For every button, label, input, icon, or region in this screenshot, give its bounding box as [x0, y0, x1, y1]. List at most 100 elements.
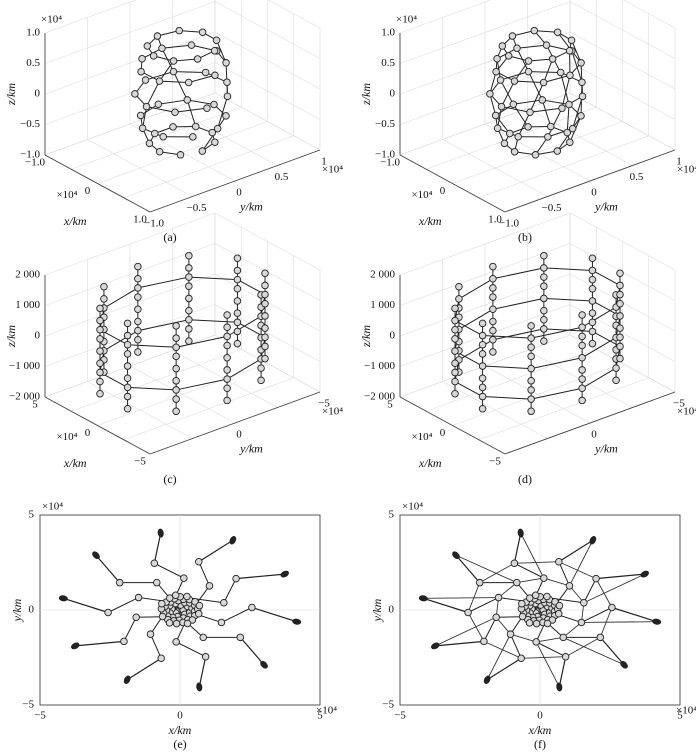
edge [566, 104, 570, 133]
node [451, 325, 459, 334]
node [176, 151, 185, 159]
edge [467, 582, 481, 613]
edge [501, 106, 531, 113]
node [138, 124, 147, 133]
grid-line [214, 92, 321, 151]
edge [423, 597, 499, 599]
edge [174, 107, 208, 113]
grid-line [484, 365, 591, 424]
edge [188, 74, 216, 84]
node [151, 129, 159, 138]
edge [528, 71, 543, 101]
node [172, 364, 180, 373]
node [578, 353, 586, 362]
node [185, 251, 193, 260]
text-label: 0 [440, 185, 446, 197]
text-label: 1 [676, 156, 682, 168]
grid-line [569, 212, 676, 271]
node [527, 395, 535, 403]
edge [198, 561, 210, 587]
node [478, 350, 487, 358]
node [565, 47, 574, 55]
edge [541, 99, 552, 127]
satellite [196, 682, 203, 692]
node [257, 364, 265, 372]
node [134, 317, 142, 326]
node [175, 26, 183, 35]
node [233, 297, 242, 305]
node [96, 347, 104, 355]
node [150, 559, 159, 568]
text-label: x/km [418, 214, 442, 228]
node [233, 254, 242, 263]
node [540, 251, 548, 260]
grid-line [44, 0, 137, 34]
edge [63, 597, 109, 614]
node [142, 102, 151, 111]
edge [595, 578, 613, 608]
node [578, 366, 586, 374]
node [180, 574, 188, 582]
node [451, 335, 459, 343]
grid-line [622, 0, 676, 29]
node [588, 327, 597, 336]
node [578, 311, 586, 319]
node [261, 299, 269, 308]
node [480, 637, 488, 646]
edge [175, 641, 206, 658]
satellite [157, 528, 164, 538]
text-label: ×10⁴ [396, 14, 417, 26]
node [588, 254, 597, 263]
node [540, 282, 548, 290]
text-label: 0 [177, 710, 183, 722]
text-label: z/km [4, 325, 18, 348]
node [223, 92, 232, 101]
node [451, 377, 459, 386]
grid-line [123, 135, 294, 199]
satellite [229, 536, 237, 545]
edge [492, 267, 544, 280]
node [489, 275, 497, 283]
node [489, 336, 497, 344]
node [185, 264, 193, 272]
text-label: 0 [390, 88, 396, 100]
edge [558, 561, 597, 580]
edge [188, 276, 238, 281]
node [543, 592, 551, 601]
node [543, 619, 552, 628]
grid-line [214, 212, 321, 271]
node [261, 312, 269, 320]
text-label: ×10⁴ [56, 431, 77, 443]
text-label: −1.0 [375, 149, 395, 161]
node [158, 612, 167, 621]
edge [173, 71, 206, 73]
edge [561, 95, 583, 109]
node [568, 124, 577, 133]
node [134, 262, 142, 271]
text-label: z/km [359, 83, 373, 106]
edge [221, 607, 253, 623]
node [187, 41, 196, 49]
node [517, 654, 525, 663]
node [565, 100, 573, 109]
text-label: 0 [35, 330, 41, 342]
edge [498, 582, 518, 598]
satellite [260, 660, 268, 669]
edge [571, 50, 583, 83]
node [526, 108, 534, 116]
node [134, 593, 143, 602]
node [542, 41, 551, 49]
edge [531, 357, 583, 370]
node [518, 612, 527, 621]
text-label: ×10⁴ [402, 501, 423, 513]
node [212, 36, 221, 44]
node [96, 335, 104, 343]
node [478, 404, 487, 413]
text-label: (a) [163, 230, 176, 244]
node [138, 54, 146, 63]
node [489, 317, 497, 326]
edge [435, 640, 484, 647]
node [616, 299, 624, 308]
grid-line [267, 0, 321, 29]
text-label: −2 000 [9, 391, 40, 403]
